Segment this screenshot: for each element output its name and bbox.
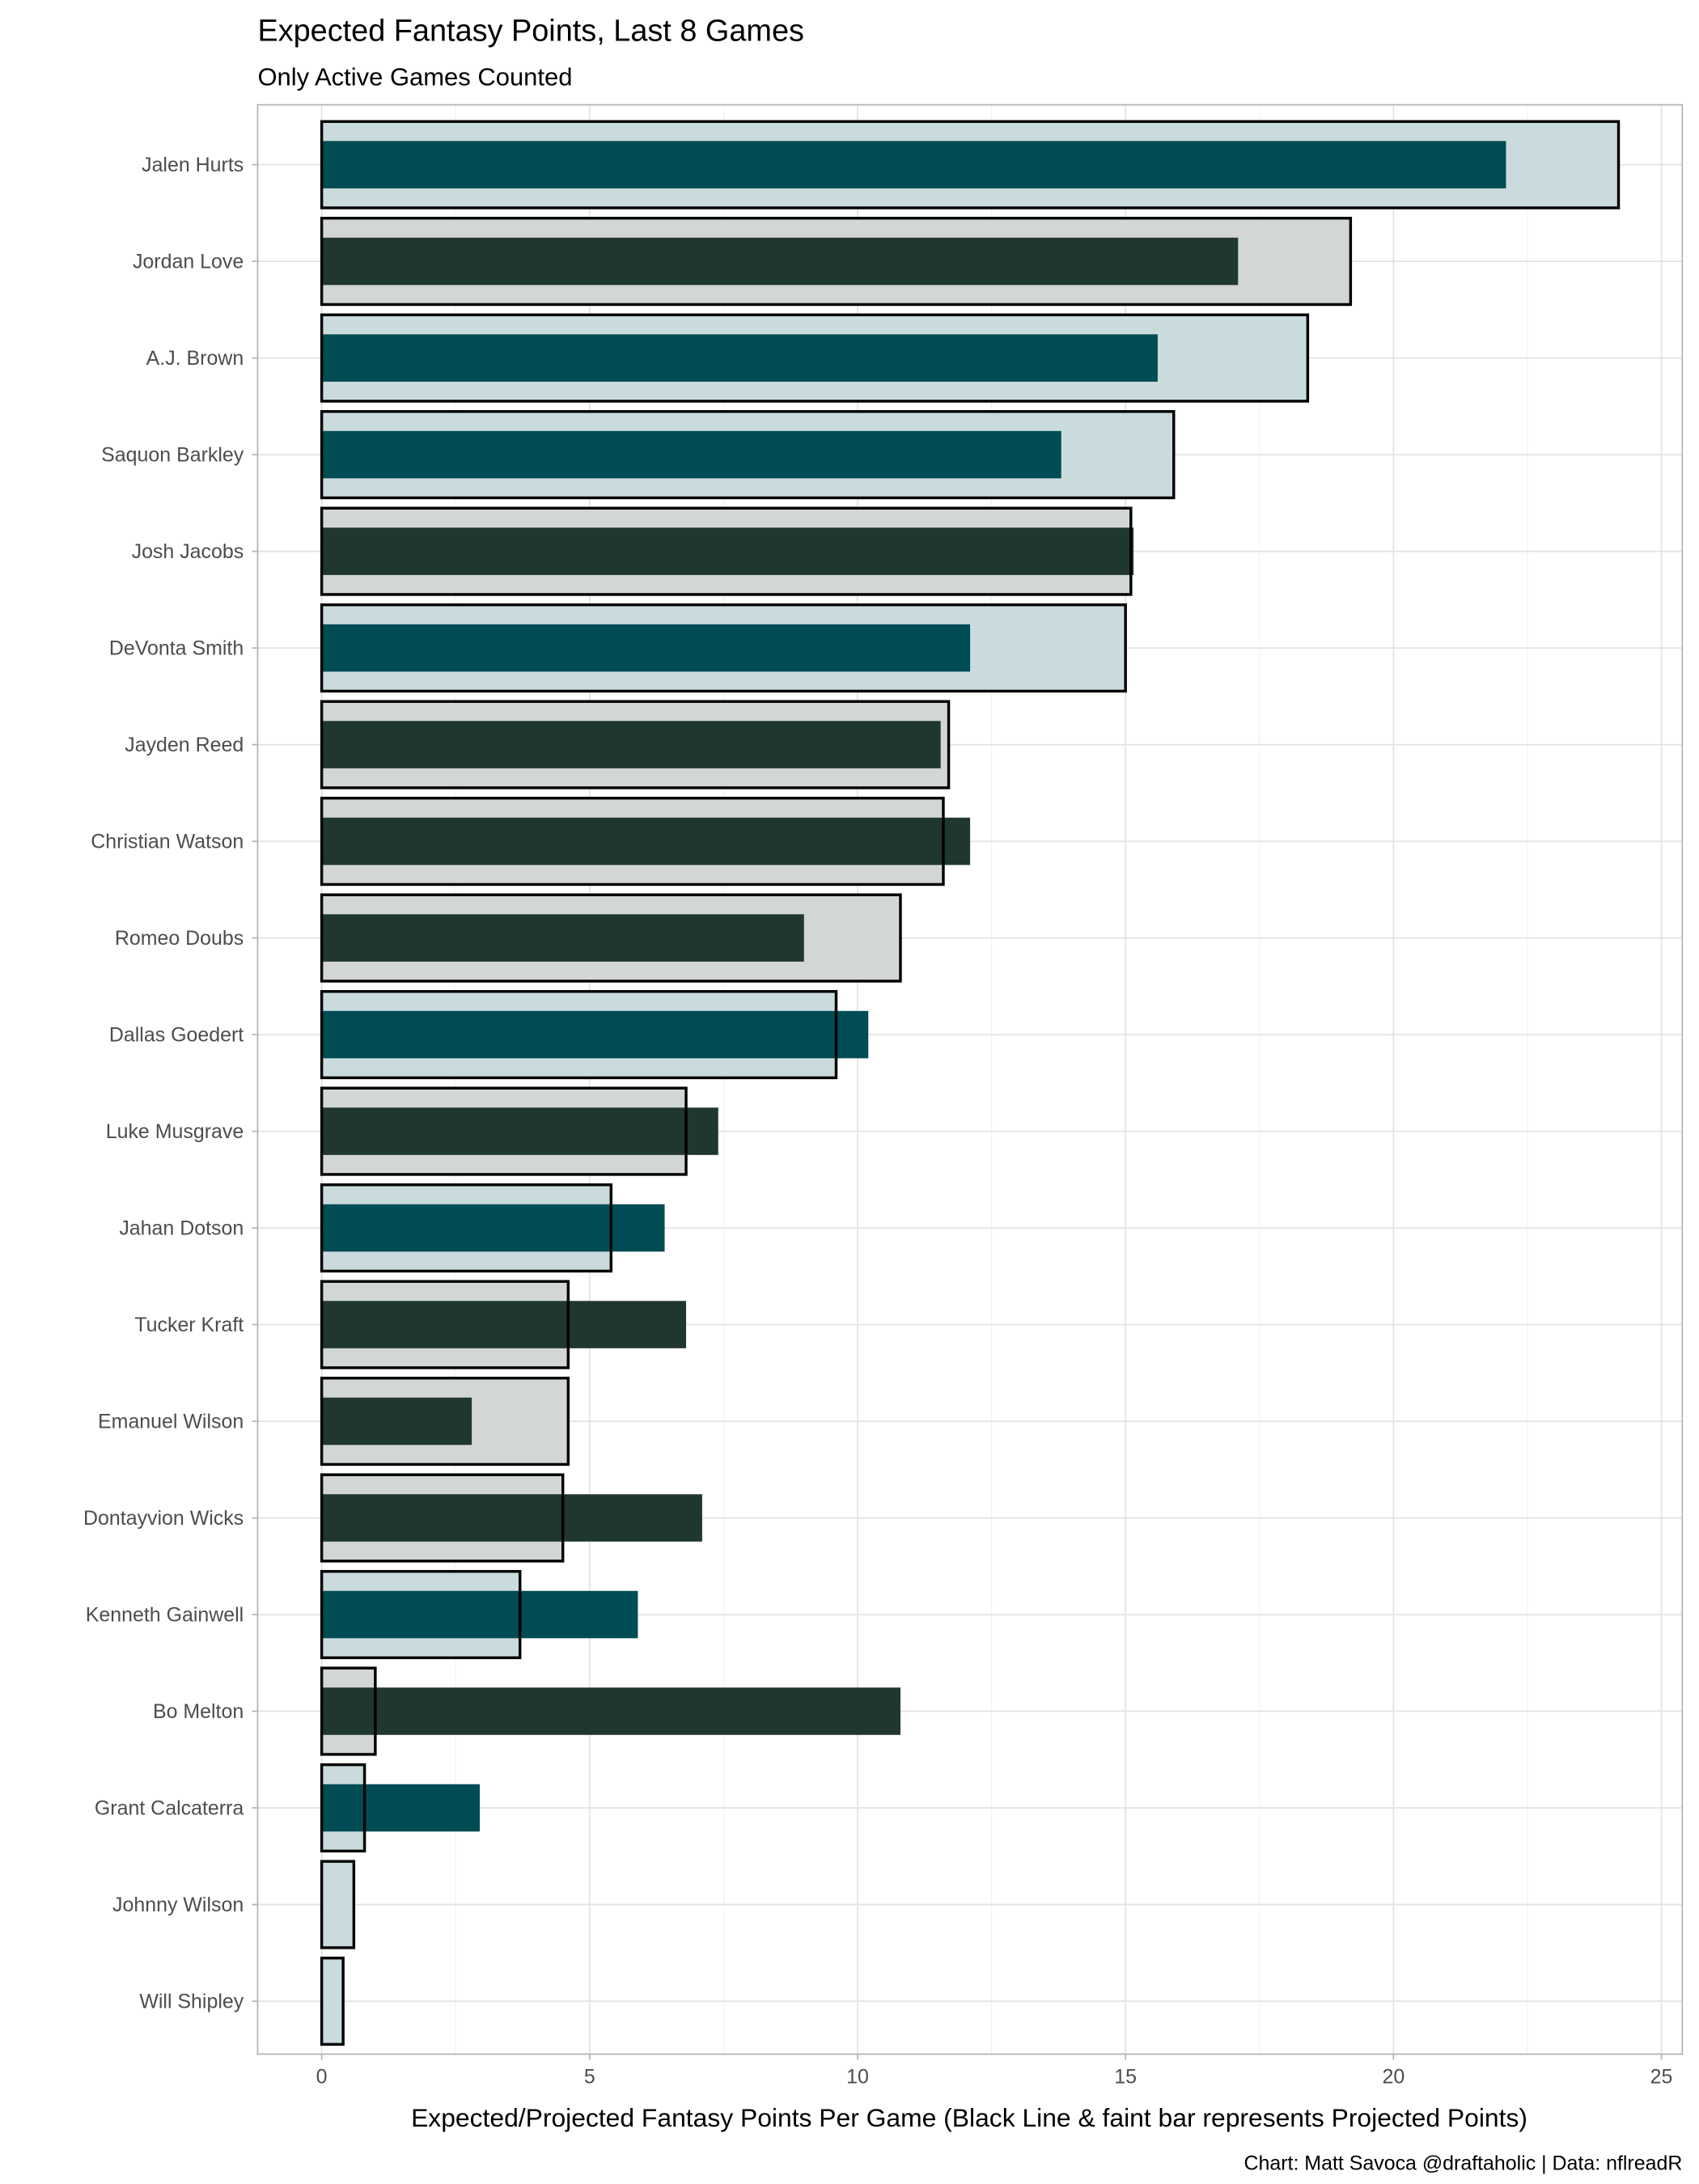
x-tick-label: 10 bbox=[846, 2066, 869, 2089]
expected-bar bbox=[321, 1590, 638, 1639]
projected-bar-fill bbox=[321, 1958, 344, 2045]
expected-bar bbox=[321, 527, 1134, 575]
projected-bar-outline bbox=[320, 893, 902, 983]
projected-bar-outline bbox=[320, 989, 838, 1080]
expected-bar bbox=[321, 1494, 702, 1542]
projected-bar-outline bbox=[320, 1666, 377, 1756]
y-axis: Jalen Hurts Jordan Love A.J. Brown Saquon B… bbox=[83, 154, 258, 2013]
expected-bar bbox=[321, 141, 1506, 188]
projected-bar-outline bbox=[320, 1086, 688, 1176]
x-axis-label: Expected/Projected Fantasy Points Per Ga… bbox=[411, 2103, 1527, 2132]
y-tick-label: Romeo Doubs bbox=[115, 927, 244, 950]
projected-bar-outline bbox=[320, 120, 1621, 210]
x-tick-label: 15 bbox=[1114, 2066, 1137, 2089]
y-tick-label: Luke Musgrave bbox=[106, 1120, 244, 1143]
x-tick-label: 0 bbox=[316, 2066, 328, 2089]
y-tick-label: Christian Watson bbox=[91, 831, 244, 853]
projected-bar-outline bbox=[320, 1569, 522, 1660]
y-tick-label: Jalen Hurts bbox=[142, 154, 244, 176]
y-tick-label: Will Shipley bbox=[139, 1991, 244, 2013]
y-tick-label: Kenneth Gainwell bbox=[86, 1604, 244, 1627]
projected-bar-outline bbox=[320, 313, 1310, 403]
projected-bar-outline bbox=[320, 700, 951, 789]
expected-bar bbox=[321, 1301, 687, 1348]
projected-bar-outline bbox=[320, 1956, 345, 2046]
expected-bar bbox=[321, 624, 971, 672]
projected-bar-outline bbox=[320, 410, 1176, 500]
projected-bar-outline bbox=[320, 1763, 366, 1853]
y-tick-label: Dontayvion Wicks bbox=[83, 1507, 244, 1530]
projected-bar-outline bbox=[320, 1280, 570, 1369]
projected-bar-outline bbox=[320, 603, 1127, 693]
projected-bar-outline bbox=[320, 506, 1133, 596]
expected-bar bbox=[321, 1397, 472, 1445]
x-tick-label: 5 bbox=[584, 2066, 595, 2089]
x-tick-label: 25 bbox=[1650, 2066, 1673, 2089]
expected-bar bbox=[321, 817, 971, 866]
expected-bar bbox=[321, 1784, 481, 1832]
y-tick-label: Saquon Barkley bbox=[101, 444, 244, 467]
y-tick-label: Grant Calcaterra bbox=[95, 1797, 244, 1820]
projected-bar-outline bbox=[320, 1860, 356, 1949]
projected-bar-fill bbox=[321, 1861, 354, 1948]
projected-bar-outline bbox=[320, 1183, 613, 1273]
y-tick-label: Dallas Goedert bbox=[109, 1024, 244, 1047]
expected-bar bbox=[321, 914, 804, 962]
y-tick-label: Jordan Love bbox=[133, 251, 244, 273]
y-tick-label: Jahan Dotson bbox=[119, 1217, 244, 1240]
expected-bar bbox=[321, 1687, 900, 1735]
chart-subtitle: Only Active Games Counted bbox=[257, 62, 572, 91]
y-tick-label: A.J. Brown bbox=[146, 347, 244, 370]
y-tick-label: Josh Jacobs bbox=[132, 540, 244, 563]
projected-bar-outline bbox=[320, 1376, 570, 1467]
x-axis: 0 5 10 15 20 25 bbox=[316, 2054, 1673, 2089]
expected-bar bbox=[321, 430, 1061, 479]
projected-bar-outline bbox=[320, 796, 945, 887]
projected-bar-outline bbox=[320, 217, 1353, 307]
y-tick-label: DeVonta Smith bbox=[109, 637, 244, 660]
y-tick-label: Tucker Kraft bbox=[134, 1314, 244, 1336]
chart-title: Expected Fantasy Points, Last 8 Games bbox=[257, 14, 804, 48]
panel-border bbox=[256, 104, 1684, 2055]
expected-bar bbox=[321, 721, 941, 768]
y-tick-label: Emanuel Wilson bbox=[98, 1411, 244, 1433]
y-tick-label: Johnny Wilson bbox=[112, 1894, 244, 1916]
caption: Chart: Matt Savoca @draftaholic | Data: … bbox=[1244, 2152, 1682, 2174]
x-tick-label: 20 bbox=[1382, 2066, 1405, 2089]
expected-bar bbox=[321, 1107, 718, 1155]
y-tick-label: Bo Melton bbox=[153, 1700, 244, 1723]
bars bbox=[320, 120, 1621, 2046]
expected-bar bbox=[321, 334, 1158, 382]
projected-bar-outline bbox=[320, 1473, 565, 1563]
expected-bar bbox=[321, 1204, 665, 1252]
expected-bar bbox=[321, 237, 1239, 286]
y-tick-label: Jayden Reed bbox=[125, 734, 244, 756]
expected-bar bbox=[321, 1010, 869, 1059]
